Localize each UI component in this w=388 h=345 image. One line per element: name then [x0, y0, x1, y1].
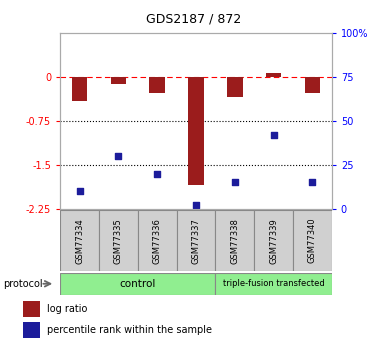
Bar: [60, 273, 215, 295]
Text: GSM77339: GSM77339: [269, 218, 278, 264]
Bar: [215, 273, 332, 295]
Bar: [188, 77, 204, 185]
Text: protocol: protocol: [3, 279, 42, 289]
Text: GDS2187 / 872: GDS2187 / 872: [146, 12, 242, 25]
Text: GSM77337: GSM77337: [191, 218, 201, 264]
Text: GSM77334: GSM77334: [75, 218, 84, 264]
Bar: [227, 77, 242, 97]
Bar: [266, 73, 281, 77]
Point: [270, 132, 277, 138]
Bar: [138, 210, 177, 271]
Bar: [215, 210, 254, 271]
Bar: [177, 210, 215, 271]
Text: control: control: [120, 279, 156, 289]
Bar: [149, 77, 165, 93]
Bar: [305, 77, 320, 93]
Bar: [23, 301, 40, 317]
Point: [154, 171, 160, 176]
Text: GSM77338: GSM77338: [230, 218, 239, 264]
Bar: [254, 210, 293, 271]
Text: GSM77340: GSM77340: [308, 218, 317, 264]
Bar: [60, 210, 99, 271]
Point: [232, 179, 238, 185]
Text: GSM77336: GSM77336: [152, 218, 162, 264]
Bar: [23, 322, 40, 338]
Bar: [293, 210, 332, 271]
Bar: [111, 77, 126, 85]
Text: log ratio: log ratio: [47, 304, 88, 314]
Point: [76, 188, 83, 194]
Text: triple-fusion transfected: triple-fusion transfected: [223, 279, 324, 288]
Bar: [99, 210, 138, 271]
Point: [309, 179, 315, 185]
Point: [115, 153, 121, 159]
Point: [193, 203, 199, 208]
Text: percentile rank within the sample: percentile rank within the sample: [47, 325, 212, 335]
Text: GSM77335: GSM77335: [114, 218, 123, 264]
Bar: [72, 77, 87, 101]
